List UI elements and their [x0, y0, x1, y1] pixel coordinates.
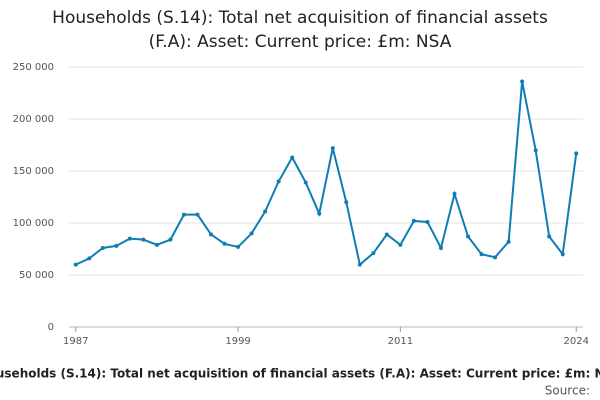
data-point [330, 146, 335, 151]
y-tick-label: 100 000 [13, 218, 54, 229]
data-point [127, 236, 132, 241]
data-point [574, 151, 579, 156]
x-axis-label: Households (S.14): Total net acquisition… [0, 367, 600, 381]
data-point [181, 212, 186, 217]
data-point [195, 212, 200, 217]
data-point [263, 209, 268, 214]
data-point [520, 79, 525, 84]
data-point [114, 243, 119, 248]
data-point [384, 232, 389, 237]
data-point [290, 155, 295, 160]
data-point [276, 179, 281, 184]
data-point [398, 242, 403, 247]
data-point [87, 256, 92, 261]
data-point [371, 251, 376, 256]
data-point [425, 219, 430, 224]
data-point [533, 148, 538, 153]
y-tick-label: 250 000 [13, 62, 54, 73]
y-tick-label: 0 [48, 322, 54, 333]
x-tick-label: 2024 [564, 336, 589, 347]
data-point [100, 245, 105, 250]
data-point [344, 200, 349, 205]
chart-title: Households (S.14): Total net acquisition… [52, 8, 548, 52]
data-point [73, 262, 78, 267]
data-point [466, 234, 471, 239]
data-point [236, 244, 241, 249]
data-point [303, 180, 308, 185]
data-point [411, 218, 416, 223]
data-point [141, 237, 146, 242]
series-line [75, 81, 578, 267]
x-tick-label: 2011 [388, 336, 413, 347]
y-tick-label: 150 000 [13, 166, 54, 177]
data-point [222, 241, 227, 246]
x-tick-label: 1987 [63, 336, 88, 347]
y-tick-label: 200 000 [13, 114, 54, 125]
data-point [357, 262, 362, 267]
data-point [506, 239, 511, 244]
data-point [249, 231, 254, 236]
source: Source: [545, 384, 590, 398]
data-point [560, 252, 565, 257]
data-point [438, 245, 443, 250]
data-point [154, 242, 159, 247]
x-tick-label: 1999 [225, 336, 250, 347]
data-point [547, 234, 552, 239]
data-point [493, 255, 498, 260]
data-point [209, 232, 214, 237]
data-point [168, 237, 173, 242]
y-tick-label: 50 000 [19, 270, 54, 281]
data-point [317, 211, 322, 216]
data-point [452, 191, 457, 196]
data-point [479, 252, 484, 257]
